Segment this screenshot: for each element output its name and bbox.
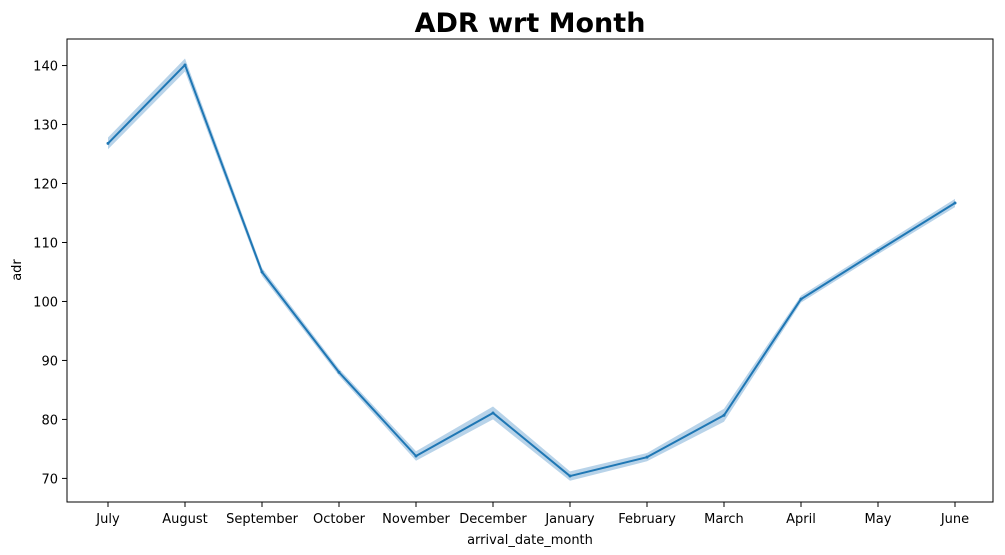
y-tick-label: 130 <box>33 119 58 134</box>
x-tick-label: November <box>382 512 450 527</box>
data-point <box>337 370 341 374</box>
x-tick-label: May <box>865 512 892 527</box>
data-point <box>722 413 726 417</box>
x-tick-label: August <box>162 512 208 527</box>
x-axis: July August September October November Decemb… <box>95 502 969 527</box>
x-tick-label: September <box>226 512 299 527</box>
series-line <box>107 63 956 478</box>
data-point <box>876 249 880 253</box>
plot-area <box>66 38 994 503</box>
chart-title: ADR wrt Month <box>415 8 646 39</box>
confidence-band <box>108 58 955 481</box>
y-tick-label: 80 <box>41 413 58 428</box>
y-tick-label: 110 <box>33 236 58 251</box>
y-tick-label: 70 <box>41 472 58 487</box>
data-point <box>414 454 418 458</box>
y-axis: 70 80 90 100 110 120 130 140 <box>33 60 67 487</box>
x-tick-label: December <box>459 512 527 527</box>
y-tick-label: 120 <box>33 178 58 193</box>
plot-frame <box>66 38 994 503</box>
x-tick-label: April <box>786 512 816 527</box>
x-tick-label: January <box>544 512 595 527</box>
data-point <box>491 411 495 415</box>
x-axis-label: arrival_date_month <box>467 533 593 548</box>
y-tick-label: 140 <box>33 60 58 75</box>
x-tick-label: March <box>704 512 744 527</box>
y-tick-label: 90 <box>41 354 58 369</box>
y-tick-label: 100 <box>33 295 58 310</box>
y-axis-label: adr <box>10 259 25 281</box>
data-point <box>183 63 187 67</box>
data-point <box>645 455 649 459</box>
data-point <box>953 201 957 205</box>
x-tick-label: July <box>95 512 120 527</box>
x-tick-label: June <box>940 512 969 527</box>
data-point <box>568 474 572 478</box>
data-point <box>260 270 264 274</box>
data-point <box>799 297 803 301</box>
x-tick-label: October <box>313 512 366 527</box>
x-tick-label: February <box>618 512 676 527</box>
data-point <box>106 141 110 145</box>
